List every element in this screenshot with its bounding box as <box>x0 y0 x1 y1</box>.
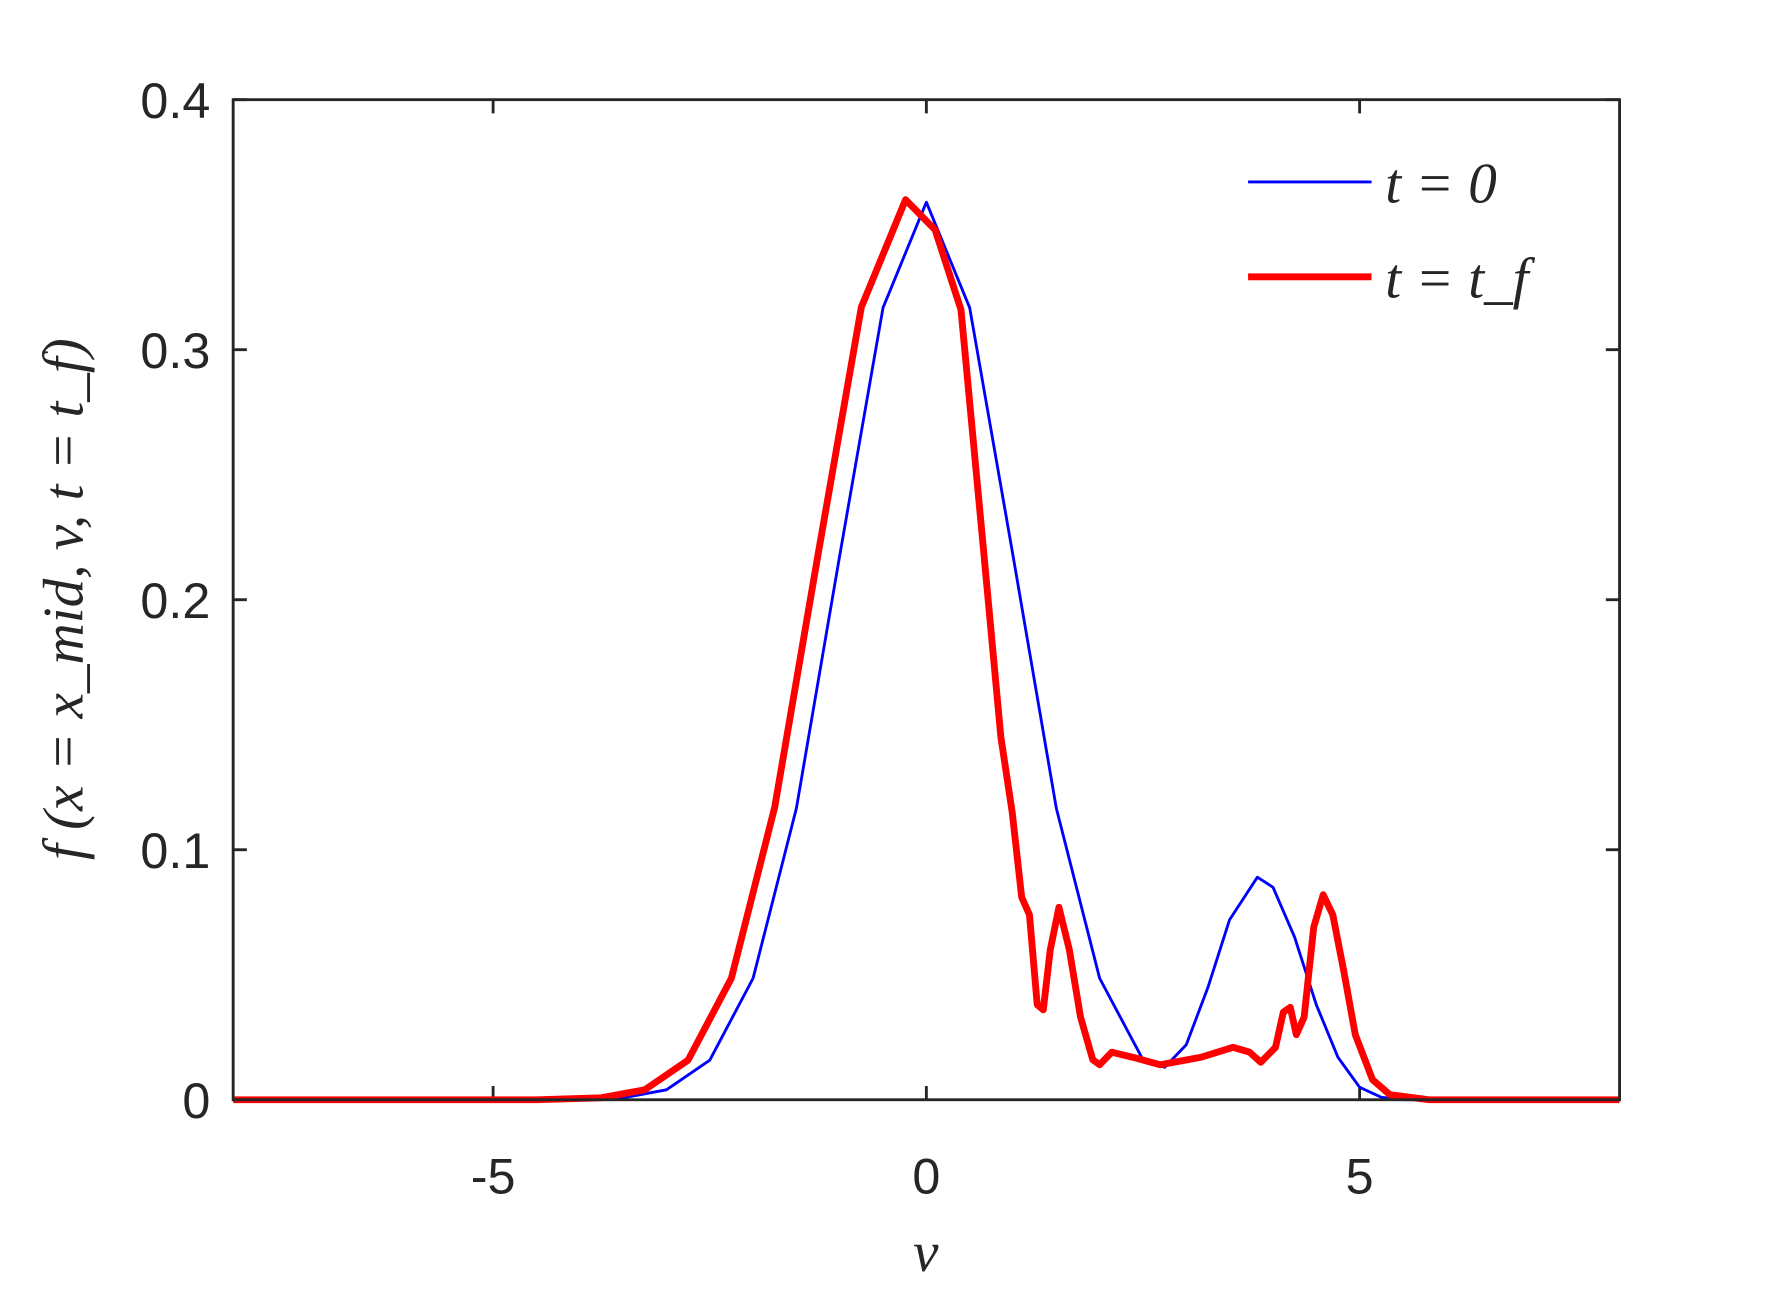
data-line <box>233 196 1620 1104</box>
plot-frame <box>231 98 1621 1102</box>
y-tick-label: 0.1 <box>140 822 210 879</box>
x-axis-label: v <box>913 1221 939 1284</box>
x-tick-label: -5 <box>471 1147 516 1204</box>
y-tick-label: 0.4 <box>140 72 210 129</box>
y-tick-label: 0.2 <box>140 572 210 629</box>
y-axis-label: f (x = x_mid, v, t = t_f) <box>32 338 95 860</box>
y-tick-label: 0 <box>182 1072 210 1129</box>
data-line <box>233 200 1620 1102</box>
x-tick-label: 0 <box>912 1147 940 1204</box>
legend-label: t = 0 <box>1385 153 1497 216</box>
y-tick-label: 0.3 <box>140 322 210 379</box>
legend-label: t = t_f <box>1385 247 1535 310</box>
x-tick-label: 5 <box>1346 1147 1374 1204</box>
